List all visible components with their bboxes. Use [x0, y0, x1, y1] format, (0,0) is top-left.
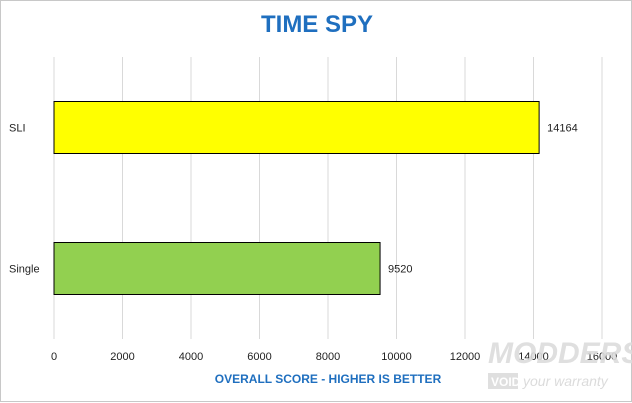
bar-sli	[53, 101, 540, 154]
data-labels: 14164 9520	[388, 123, 578, 276]
x-tick-label: 6000	[247, 351, 271, 363]
category-label: SLI	[9, 123, 26, 135]
x-tick-label: 16000	[587, 351, 618, 363]
x-tick-label: 2000	[110, 351, 134, 363]
x-tick-labels: 0 2000 4000 6000 8000 10000 12000 14000 16000	[51, 351, 617, 363]
category-labels: SLI Single	[9, 123, 40, 276]
x-tick-label: 8000	[316, 351, 340, 363]
watermark-logo: MODDERS VOID your warranty	[488, 337, 632, 389]
x-tick-label: 10000	[381, 351, 412, 363]
gridlines	[53, 57, 603, 339]
chart-title: TIME SPY	[261, 11, 373, 38]
watermark-void-text: VOID	[491, 375, 521, 389]
watermark-main-text: MODDERS	[488, 337, 632, 370]
category-label: Single	[9, 264, 40, 276]
x-tick-label: 12000	[450, 351, 481, 363]
x-tick-label: 4000	[179, 351, 203, 363]
x-axis-label: OVERALL SCORE - HIGHER IS BETTER	[215, 372, 442, 386]
x-tick-label: 14000	[518, 351, 549, 363]
watermark-void-badge	[488, 373, 518, 389]
data-label: 9520	[388, 264, 412, 276]
bar-single	[53, 242, 381, 295]
data-label: 14164	[547, 123, 578, 135]
watermark-sub-text: your warranty	[522, 373, 609, 389]
x-tick-label: 0	[51, 351, 57, 363]
bars	[53, 101, 540, 295]
